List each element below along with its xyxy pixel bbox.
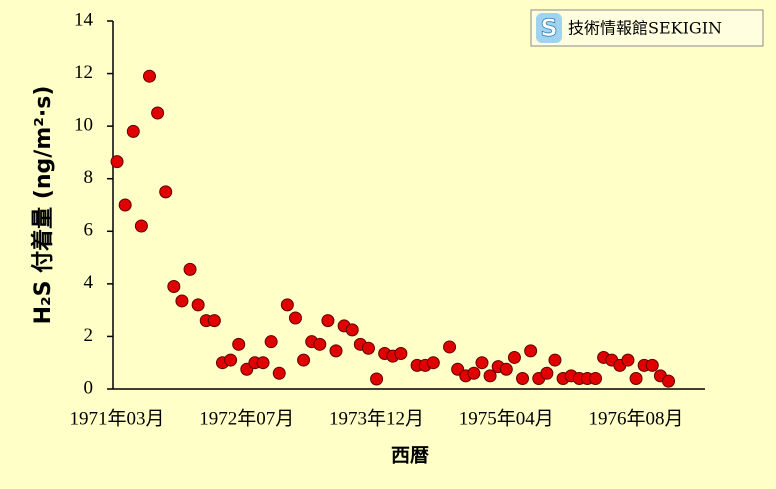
point: [183, 262, 197, 276]
watermark: 技術情報館SEKIGIN: [568, 19, 722, 38]
watermark-icon-bg: [536, 13, 562, 43]
watermark-box: [530, 9, 764, 47]
point: [548, 353, 562, 367]
point: [151, 106, 165, 120]
y-tick-label: 6: [84, 220, 94, 241]
point: [167, 279, 181, 293]
point: [272, 366, 286, 380]
y-tick-label: 0: [84, 377, 94, 398]
point: [467, 366, 481, 380]
point: [516, 371, 530, 385]
x-tick-label: 1976年08月: [589, 407, 684, 429]
point: [540, 366, 554, 380]
point: [443, 340, 457, 354]
y-tick-label: 12: [74, 62, 93, 83]
point: [361, 341, 375, 355]
point: [288, 311, 302, 325]
point: [394, 347, 408, 361]
point: [345, 323, 359, 337]
x-tick-label: 1973年12月: [329, 407, 424, 429]
point: [297, 353, 311, 367]
point: [207, 314, 221, 328]
point: [280, 298, 294, 312]
point: [256, 356, 270, 370]
point: [224, 353, 238, 367]
x-tick-label: 1972年07月: [199, 407, 294, 429]
point: [524, 344, 538, 358]
point: [313, 337, 327, 351]
y-tick-label: 4: [84, 272, 94, 293]
point: [159, 185, 173, 199]
y-axis-title: H₂S 付着量 (ng/m²·s): [30, 86, 56, 325]
y-tick-label: 10: [74, 115, 93, 136]
point: [264, 335, 278, 349]
point: [621, 353, 635, 367]
point: [191, 298, 205, 312]
point: [589, 371, 603, 385]
point: [118, 198, 132, 212]
watermark-icon: S: [540, 14, 557, 42]
point: [483, 369, 497, 383]
point: [645, 358, 659, 372]
point: [126, 124, 140, 138]
y-tick-label: 2: [84, 325, 94, 346]
point: [329, 344, 343, 358]
point: [662, 374, 676, 388]
point: [370, 372, 384, 386]
point: [110, 155, 124, 169]
point: [134, 219, 148, 233]
y-tick-label: 14: [74, 9, 94, 30]
x-tick-label: 1971年03月: [70, 407, 165, 429]
point: [475, 356, 489, 370]
point: [321, 314, 335, 328]
point: [175, 294, 189, 308]
point: [507, 350, 521, 364]
x-tick-label: 1975年04月: [459, 407, 554, 429]
point: [426, 356, 440, 370]
point: [499, 362, 513, 376]
point: [142, 69, 156, 83]
y-tick-label: 8: [84, 167, 94, 188]
point: [629, 371, 643, 385]
point: [232, 337, 246, 351]
x-axis-title: 西暦: [391, 445, 429, 467]
